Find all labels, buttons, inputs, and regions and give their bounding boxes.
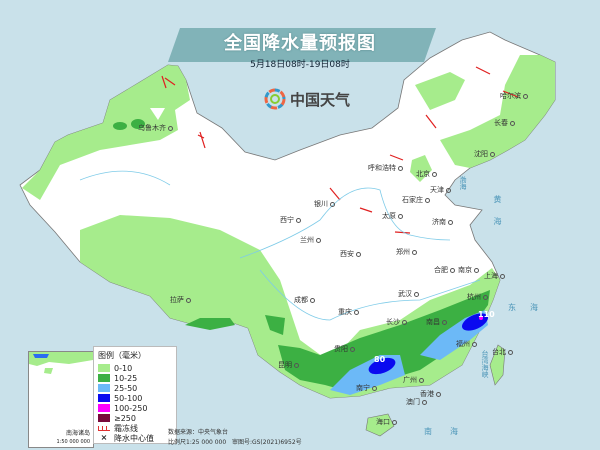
legend-label: ≥250 [114,413,136,423]
city-label: 合肥 [434,266,455,274]
cross-icon: × [100,433,108,442]
legend-item: ≥250 [98,413,172,423]
legend-label: 50-100 [114,393,143,403]
city-label: 福州 [456,340,477,348]
city-label: 西宁 [280,216,301,224]
legend-item: 10-25 [98,373,172,383]
map-title: 全国降水量预报图 [224,33,376,54]
city-label: 哈尔滨 [500,92,528,100]
precip-10-25-areas [113,119,490,392]
city-label: 长春 [494,119,515,127]
inset-title: 南海诸岛 [65,430,90,437]
legend-label: 霜冻线 [114,423,138,433]
city-label: 郑州 [396,248,417,256]
city-label: 重庆 [338,308,359,316]
legend-item: 50-100 [98,393,172,403]
south-china-sea-inset: 南海诸岛 1:50 000 000 [28,351,94,448]
legend-item: 霜冻线 [98,423,172,433]
city-label: 广州 [403,376,424,384]
city-label: 杭州 [467,293,488,301]
approval-number: 审图号:GS(2021)6952号 [231,439,302,446]
legend-label: 0-10 [114,363,133,373]
city-label: 澳门 [406,398,427,406]
city-label: 香港 [420,390,441,398]
precip-center-value: 80 [374,355,386,364]
map-subtitle: 5月18日08时-19日08时 [250,60,350,70]
legend-label: 10-25 [114,373,138,383]
city-label: 呼和浩特 [368,164,403,172]
legend-item: × 降水中心值 [98,433,172,443]
city-label: 兰州 [300,236,321,244]
legend-swatch [98,374,110,382]
legend: 图例（毫米） 0-10 10-25 25-50 50-100 100-250 ≥… [93,346,177,444]
city-label: 台北 [492,348,513,356]
frost-line-icon [98,425,110,431]
sea-label-donghai: 东海 [508,303,552,312]
precip-center-value: 110 [478,310,495,319]
legend-label: 降水中心值 [114,433,154,443]
city-label: 海口 [376,418,397,426]
city-label: 济南 [432,218,453,226]
city-label: 银川 [314,200,335,208]
inset-scale: 1:50 000 000 [56,439,91,445]
city-label: 南宁 [356,384,377,392]
city-label: 成都 [294,296,315,304]
city-label: 南昌 [426,318,447,326]
sea-label-bohai: 渤海 [459,176,467,190]
sea-label-taiwan-strait: 台湾海峡 [481,350,489,378]
city-label: 太原 [382,212,403,220]
city-label: 北京 [416,170,437,178]
legend-item: 0-10 [98,363,172,373]
source-info: 数据来源：中央气象台 比例尺1:25 000 000 审图号:GS(2021)6… [168,428,302,448]
weather-logo-icon [264,88,286,110]
sea-label-nanhai: 南海 [424,427,476,436]
logo-text: 中国天气 [290,90,351,109]
legend-swatch [98,364,110,372]
city-label: 天津 [430,186,451,194]
scale-approval: 比例尺1:25 000 000 审图号:GS(2021)6952号 [168,438,302,448]
precip-100-250-spot [479,316,483,320]
city-label: 昆明 [278,361,299,369]
precip-50-100-areas [368,313,489,375]
legend-title: 图例（毫米） [98,351,146,360]
city-label: 沈阳 [474,150,495,158]
city-label: 武汉 [398,290,419,298]
city-label: 乌鲁木齐 [138,124,173,132]
legend-item: 100-250 [98,403,172,413]
inset-map [29,352,93,374]
city-label: 南京 [458,266,479,274]
sea-label-huanghai: 黄海 [493,195,502,239]
city-label: 贵阳 [334,345,355,353]
legend-label: 100-250 [114,403,148,413]
city-label: 西安 [340,250,361,258]
title-banner [168,28,436,62]
city-label: 石家庄 [402,196,430,204]
legend-swatch [98,394,110,402]
legend-item: 25-50 [98,383,172,393]
map-scale: 比例尺1:25 000 000 [168,439,227,446]
city-label: 长沙 [386,318,407,326]
legend-swatch [98,384,110,392]
legend-label: 25-50 [114,383,138,393]
logo: 中国天气 [264,88,350,110]
legend-swatch [98,404,110,412]
data-source: 数据来源：中央气象台 [168,429,229,436]
city-label: 拉萨 [170,296,191,304]
legend-swatch [98,414,110,422]
city-label: 上海 [484,272,505,280]
rivers [79,170,481,321]
